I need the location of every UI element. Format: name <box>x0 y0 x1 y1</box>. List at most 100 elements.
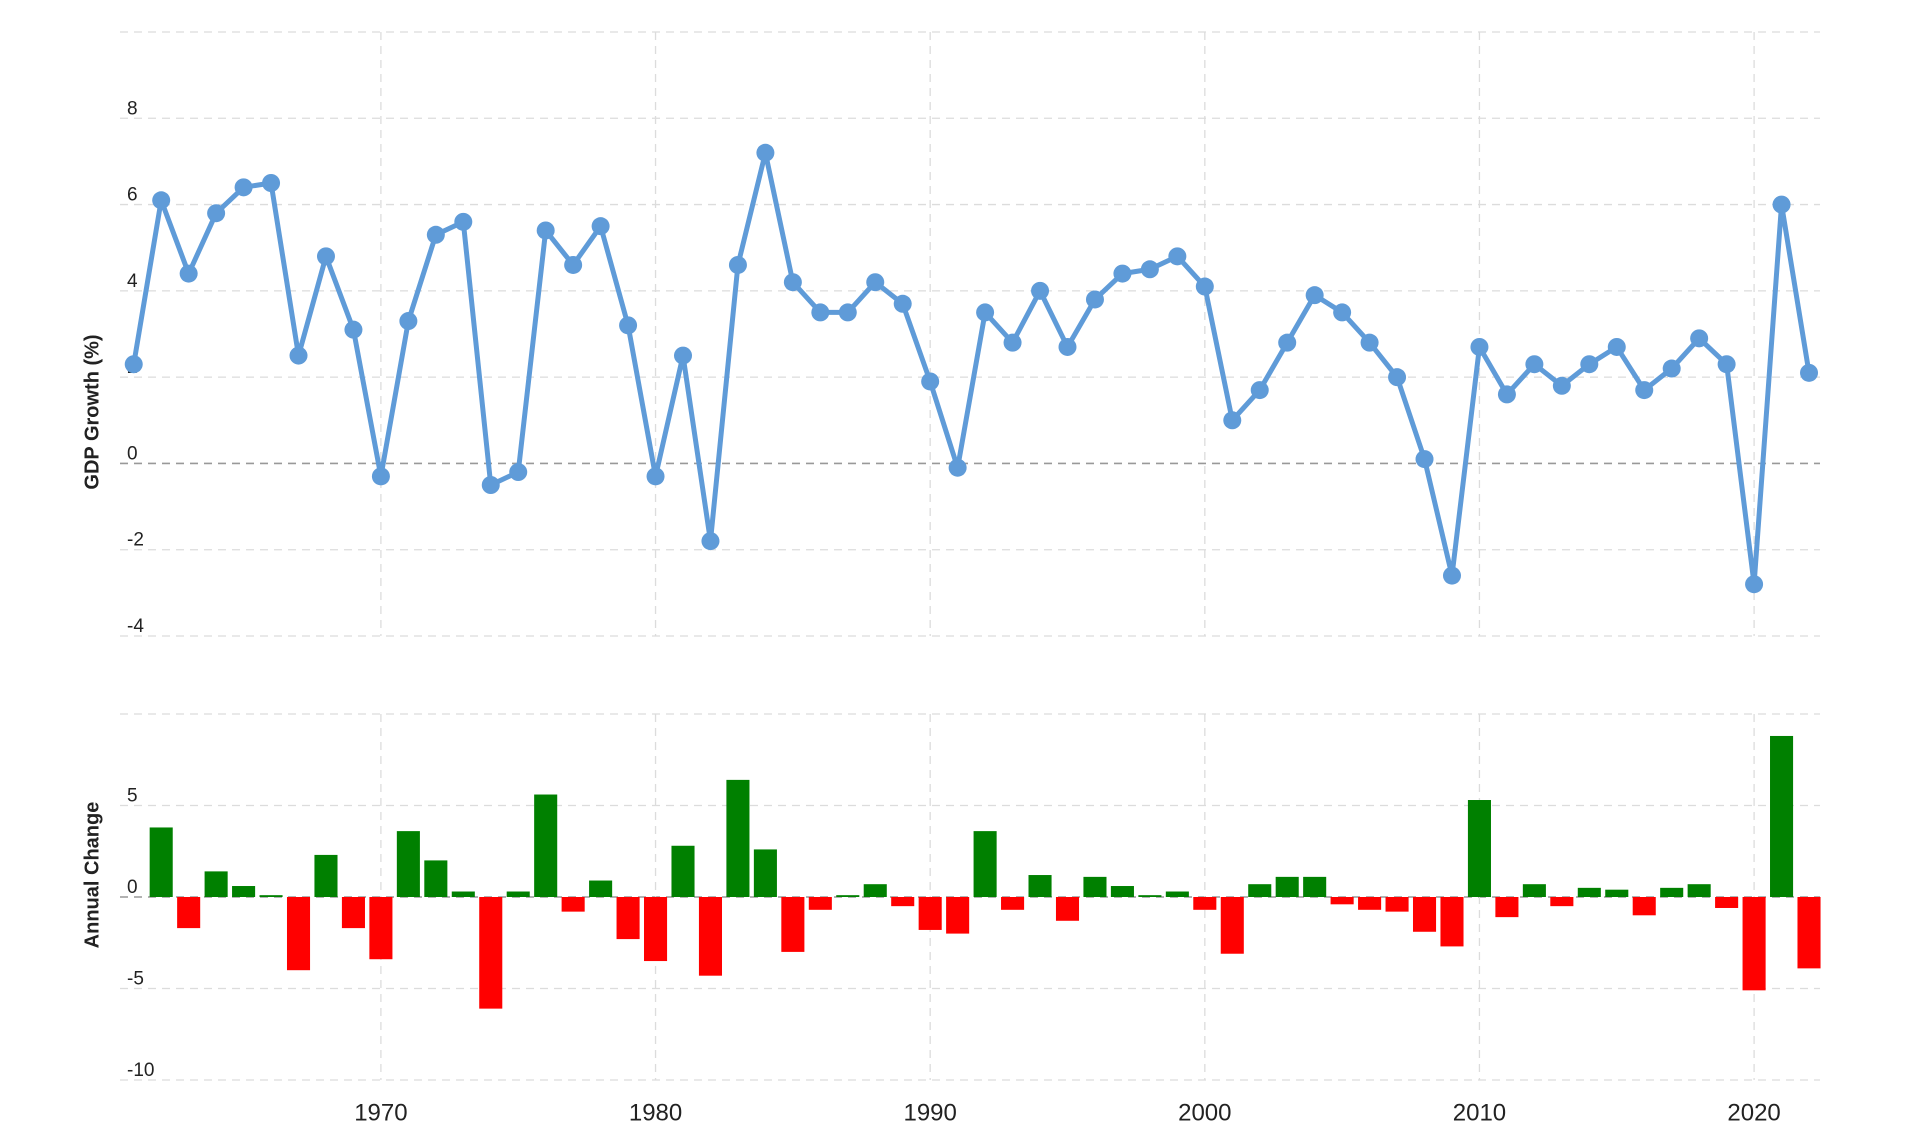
data-point <box>1113 264 1132 283</box>
data-point <box>1305 286 1324 305</box>
data-point <box>481 476 500 494</box>
data-point <box>1388 368 1407 387</box>
data-point <box>371 467 390 486</box>
bar <box>836 895 860 897</box>
bar <box>534 794 558 897</box>
bar <box>1055 897 1080 921</box>
data-point <box>783 273 802 292</box>
bar <box>1275 876 1299 897</box>
bar <box>808 897 832 910</box>
data-point <box>756 143 775 162</box>
bar <box>1358 897 1382 910</box>
y-tick-label: 5 <box>127 786 138 807</box>
bar <box>396 831 420 897</box>
data-point <box>619 316 638 335</box>
data-point <box>646 467 665 486</box>
data-point <box>1497 385 1516 404</box>
bar <box>726 779 750 897</box>
bar <box>1303 876 1327 897</box>
data-point <box>124 355 143 374</box>
data-point <box>454 212 473 231</box>
bar <box>1138 895 1162 897</box>
data-point <box>1772 195 1791 214</box>
data-point <box>234 178 253 197</box>
data-point <box>1031 281 1050 300</box>
data-point <box>289 346 308 365</box>
bar <box>1605 889 1629 897</box>
bar <box>1687 884 1711 897</box>
bar <box>1248 884 1272 897</box>
data-point <box>1635 381 1654 400</box>
bar <box>1660 887 1684 897</box>
data-point <box>152 191 171 210</box>
bar <box>1522 884 1546 897</box>
data-point <box>262 174 281 192</box>
y-tick-label: 6 <box>127 185 138 206</box>
x-tick-label: 2000 <box>1178 1099 1231 1126</box>
bar <box>1742 897 1766 991</box>
bar <box>479 897 503 1009</box>
bar <box>589 880 613 897</box>
y-axis-title: GDP Growth (%) <box>81 334 103 489</box>
bar <box>946 897 970 934</box>
data-point <box>1662 359 1681 378</box>
bar <box>644 897 668 962</box>
y-tick-label: 8 <box>127 98 138 119</box>
y-tick-label: -4 <box>127 616 144 637</box>
bar <box>1577 887 1601 897</box>
data-point <box>344 320 363 339</box>
bar <box>671 845 695 897</box>
data-point <box>1552 376 1571 395</box>
y-tick-label: -2 <box>127 530 144 551</box>
data-point <box>316 247 335 266</box>
data-point <box>1250 381 1269 400</box>
bar <box>314 854 338 897</box>
bar <box>506 891 530 897</box>
data-point <box>1085 290 1104 309</box>
data-point <box>179 264 198 283</box>
data-point <box>1168 247 1187 266</box>
data-point <box>1140 260 1159 279</box>
data-point <box>564 255 583 274</box>
data-point <box>728 255 747 274</box>
data-point <box>1058 337 1077 356</box>
y-tick-label: -10 <box>127 1060 154 1081</box>
y-tick-label: 4 <box>127 271 138 292</box>
data-point <box>893 294 912 313</box>
data-point <box>207 204 226 223</box>
bar <box>863 884 887 897</box>
bar <box>1083 876 1107 897</box>
data-point <box>399 312 418 331</box>
bar <box>698 897 723 976</box>
bar <box>616 897 640 940</box>
data-point <box>1360 333 1379 352</box>
data-point <box>701 532 720 551</box>
bar <box>149 827 173 897</box>
y-tick-label: 0 <box>127 877 138 898</box>
bar <box>424 860 448 897</box>
data-point <box>674 346 693 365</box>
bar <box>177 897 201 929</box>
data-point <box>1690 329 1709 348</box>
x-tick-label: 1990 <box>903 1099 956 1126</box>
bar <box>891 897 915 907</box>
bar <box>561 897 585 912</box>
bar <box>341 897 365 929</box>
data-point <box>1717 355 1736 374</box>
bar <box>973 831 997 897</box>
bar <box>1632 897 1656 916</box>
data-point <box>1195 277 1214 296</box>
data-point <box>948 458 967 477</box>
bar <box>1440 897 1464 947</box>
data-point <box>976 303 995 322</box>
data-point <box>838 303 857 322</box>
data-point <box>1003 333 1022 352</box>
bar <box>1028 875 1052 897</box>
bar <box>1193 897 1217 910</box>
bar <box>1165 891 1189 897</box>
bar <box>1330 897 1354 905</box>
bar <box>1550 897 1574 907</box>
data-point <box>921 372 940 391</box>
bar <box>753 849 777 897</box>
